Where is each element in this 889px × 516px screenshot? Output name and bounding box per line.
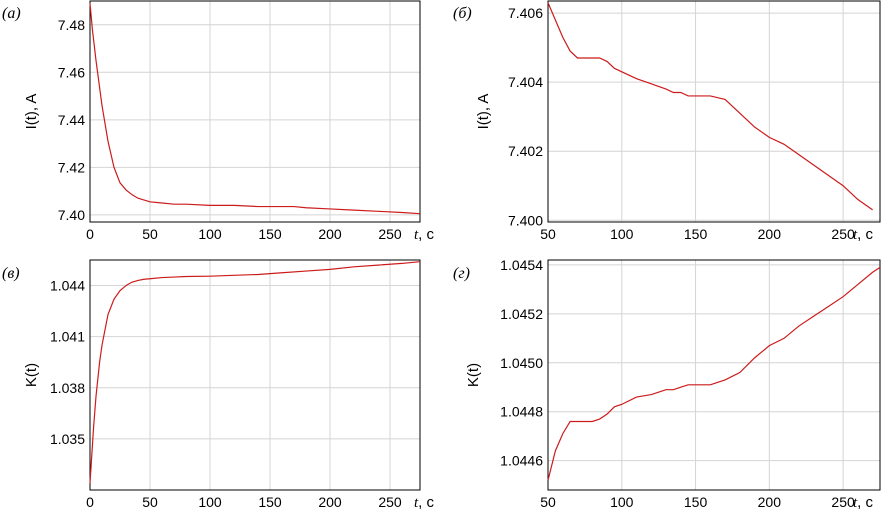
panel-label: (в) [2,265,20,282]
series-line [89,3,421,215]
x-tick-label: 150 [258,226,282,242]
x-tick-label: 150 [684,226,708,242]
panel-label: (б) [453,5,472,22]
x-tick-label: 100 [610,226,634,242]
x-tick-label: 50 [540,226,556,242]
panel-d: 50 100 150 200 250 1.0446 1.0448 1.0450 1.0452 1.… [453,257,881,511]
x-tick-label: 200 [758,494,782,510]
y-tick-label: 7.42 [58,159,85,175]
x-axis-label: t, c [414,226,435,243]
y-tick-label: 7.402 [508,143,543,159]
plot-frame [547,259,881,491]
x-tick-label: 50 [142,226,158,242]
y-tick-label: 1.044 [50,278,85,294]
panel-label: (а) [2,5,21,22]
panel-a: 0 50 100 150 200 250 7.40 7.42 7.44 7.46 7.48 t, c I… [2,0,435,243]
y-tick-label: 7.400 [508,212,543,228]
x-tick-label: 50 [142,494,158,510]
x-axis-label: t, c [853,226,874,243]
series-line [89,261,421,484]
x-tick-label: 200 [318,494,342,510]
x-tick-label: 200 [318,226,342,242]
y-tick-label: 1.041 [50,329,85,345]
y-tick-label: 1.0446 [500,453,543,469]
x-axis-label: t, c [414,494,435,511]
y-tick-label: 1.0448 [500,404,543,420]
y-tick-label: 7.44 [58,112,85,128]
x-tick-label: 250 [831,494,855,510]
y-tick-label: 1.0452 [500,306,543,322]
y-tick-label: 1.0454 [500,257,543,273]
y-tick-label: 1.035 [50,431,85,447]
y-tick-label: 1.038 [50,380,85,396]
y-axis-label: K(t) [23,363,40,387]
y-axis-label: I(t), A [23,94,40,130]
x-tick-label: 100 [198,226,222,242]
x-tick-label: 50 [540,494,556,510]
y-tick-label: 7.404 [508,74,543,90]
y-tick-label: 7.48 [58,17,85,33]
x-tick-label: 150 [684,494,708,510]
series-line [547,266,881,481]
x-tick-label: 0 [86,226,94,242]
x-tick-label: 250 [831,226,855,242]
series-line [547,2,873,211]
y-tick-label: 7.406 [508,5,543,21]
y-tick-label: 7.40 [58,207,85,223]
x-tick-label: 250 [378,494,402,510]
y-tick-label: 1.0450 [500,355,543,371]
x-axis-label: t, c [853,494,874,511]
x-tick-label: 100 [610,494,634,510]
x-tick-label: 150 [258,494,282,510]
plot-frame [547,0,881,223]
panel-c: 0 50 100 150 200 250 1.035 1.038 1.041 1.044 t, c K… [2,259,435,511]
panel-label: (г) [453,265,470,282]
y-tick-label: 7.46 [58,64,85,80]
x-tick-label: 0 [86,494,94,510]
plot-frame [89,0,421,223]
x-tick-label: 100 [198,494,222,510]
y-axis-label: K(t) [465,363,482,387]
plot-frame [89,259,421,491]
y-axis-label: I(t), A [475,94,492,130]
panel-b: 50 100 150 200 250 7.400 7.402 7.404 7.406 t, c I(… [453,0,881,243]
x-tick-label: 200 [758,226,782,242]
x-tick-label: 250 [378,226,402,242]
